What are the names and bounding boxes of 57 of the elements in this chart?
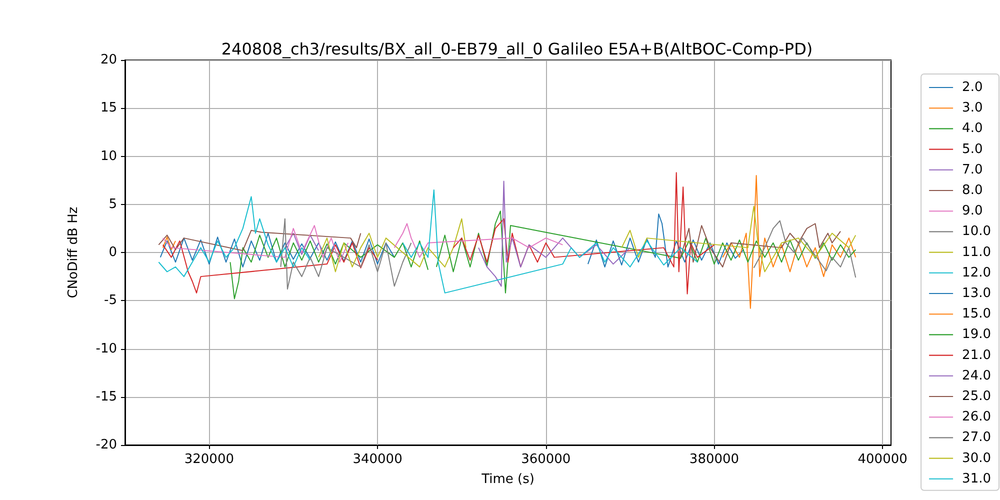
legend-label: 15.0	[962, 306, 992, 322]
legend-label: 21.0	[962, 348, 992, 363]
legend-label: 13.0	[962, 286, 992, 301]
y-tick-label: -10	[96, 341, 117, 356]
line-series	[436, 210, 856, 294]
line-series	[158, 230, 362, 252]
legend-label: 9.0	[962, 204, 983, 219]
line-series	[284, 232, 320, 255]
line-series	[722, 175, 856, 309]
line-series	[160, 232, 395, 268]
line-series	[587, 214, 744, 268]
legend-label: 4.0	[962, 121, 983, 136]
x-tick-label: 340000	[352, 452, 402, 467]
line-series	[318, 218, 466, 272]
y-tick-label: 20	[100, 52, 117, 68]
y-tick-label: 5	[108, 196, 117, 212]
legend-label: 19.0	[962, 327, 992, 342]
y-tick-label: 0	[108, 245, 117, 260]
legend-label: 3.0	[962, 100, 983, 116]
legend-label: 5.0	[962, 142, 983, 157]
line-series	[621, 206, 856, 272]
legend-label: 10.0	[962, 224, 992, 240]
x-tick-label: 360000	[521, 452, 571, 467]
legend-label: 30.0	[962, 450, 992, 466]
y-tick-label: -15	[96, 389, 117, 404]
line-series	[452, 172, 715, 294]
legend-label: 2.0	[962, 80, 983, 95]
y-tick-label: 10	[100, 148, 117, 164]
x-axis-title: Time (s)	[480, 472, 534, 487]
legend-label: 26.0	[962, 410, 992, 425]
line-series	[753, 220, 856, 278]
line-series	[680, 223, 841, 268]
line-series	[478, 180, 631, 287]
legend-label: 27.0	[962, 430, 992, 446]
x-tick-label: 400000	[858, 452, 908, 467]
legend-label: 25.0	[962, 389, 992, 404]
line-series	[162, 236, 176, 250]
y-tick-label: -20	[96, 438, 117, 452]
legend-label: 8.0	[962, 183, 983, 198]
chart-title: 240808_ch3/results/BX_all_0-EB79_all_0 Galileo E5A+B(AltBOC-Comp-PD)	[221, 40, 813, 58]
line-series	[162, 240, 378, 294]
y-tick-label: 15	[100, 100, 117, 116]
y-axis-title: CNoDiff dB Hz	[66, 206, 81, 298]
legend-label: 11.0	[962, 244, 992, 260]
legend-label: 12.0	[962, 265, 992, 280]
line-series	[230, 234, 429, 300]
line-series	[162, 225, 349, 263]
line-series	[402, 189, 698, 294]
legend-label: 24.0	[962, 368, 992, 384]
legend-label: 7.0	[962, 162, 983, 178]
line-series	[280, 218, 412, 290]
line-series	[158, 196, 311, 278]
x-tick-label: 320000	[184, 452, 234, 467]
legend-label: 31.0	[962, 471, 992, 486]
y-tick-label: -5	[104, 293, 117, 308]
line-series	[394, 223, 564, 258]
x-tick-label: 380000	[689, 452, 740, 467]
